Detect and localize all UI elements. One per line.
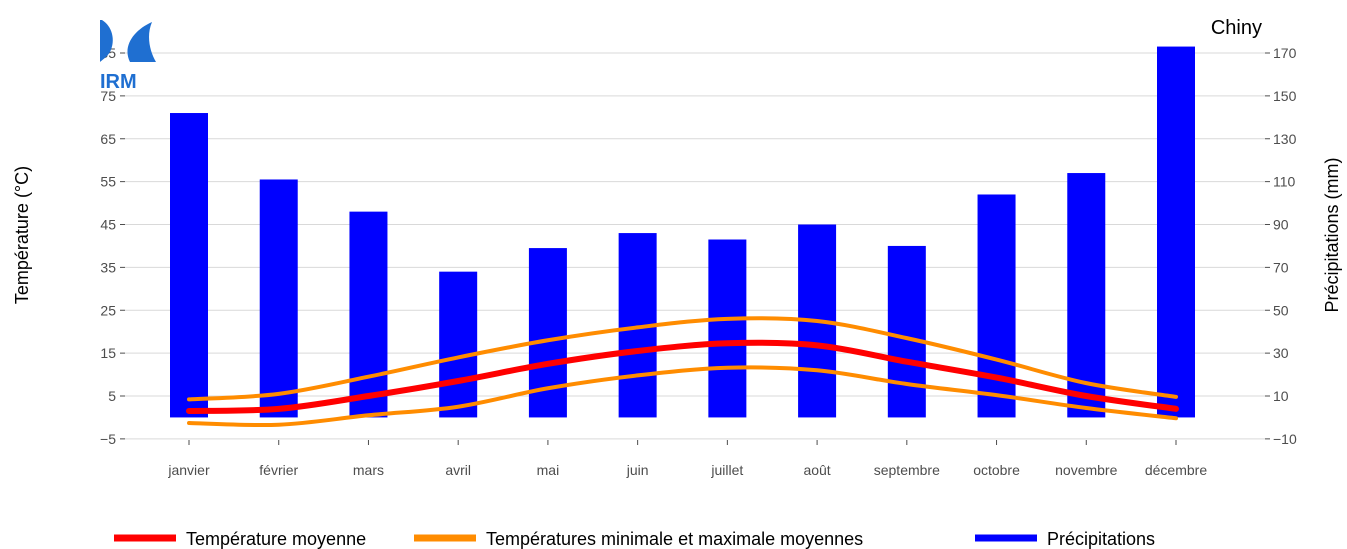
minmax-temperature-line bbox=[187, 365, 1178, 428]
left-axis-ticks: −551525354555657585 bbox=[100, 45, 125, 447]
left-tick-label: 35 bbox=[100, 259, 116, 275]
x-tick-label: février bbox=[259, 462, 298, 478]
precip-bar bbox=[708, 239, 747, 418]
right-tick-label: 90 bbox=[1273, 217, 1289, 233]
minmax-temperature-line bbox=[187, 316, 1178, 402]
left-tick-label: 15 bbox=[100, 345, 116, 361]
left-tick-label: 5 bbox=[108, 388, 116, 404]
legend-label-minmax-temp: Températures minimale et maximale moyenn… bbox=[486, 529, 863, 549]
right-axis-ticks: −10 10 30 50 70 90 110 130 150 170 bbox=[1265, 45, 1297, 447]
left-tick-label: 45 bbox=[100, 217, 116, 233]
logo-wave-right-icon bbox=[127, 22, 156, 62]
x-tick-label: juin bbox=[626, 462, 649, 478]
legend: Température moyenne Températures minimal… bbox=[114, 529, 1155, 549]
legend-label-precip: Précipitations bbox=[1047, 529, 1155, 549]
right-tick-label: 10 bbox=[1273, 388, 1289, 404]
chart-title: Chiny bbox=[1211, 17, 1262, 39]
right-tick-label: 170 bbox=[1273, 45, 1297, 61]
right-tick-label: 30 bbox=[1273, 345, 1289, 361]
logo-wave-left-icon bbox=[100, 20, 113, 62]
x-tick-label: novembre bbox=[1055, 462, 1117, 478]
precip-bar bbox=[439, 271, 478, 418]
x-tick-label: décembre bbox=[1145, 462, 1207, 478]
x-tick-label: octobre bbox=[973, 462, 1020, 478]
left-tick-label: 25 bbox=[100, 302, 116, 318]
precip-bar bbox=[259, 179, 298, 418]
left-axis-title: Température (°C) bbox=[12, 166, 32, 304]
x-tick-label: avril bbox=[445, 462, 471, 478]
x-tick-label: août bbox=[803, 462, 830, 478]
mean-temperature-line bbox=[186, 339, 1179, 415]
right-tick-label: 130 bbox=[1273, 131, 1297, 147]
right-tick-label: 110 bbox=[1273, 174, 1296, 190]
right-tick-label: −10 bbox=[1273, 431, 1297, 447]
left-tick-label: 75 bbox=[100, 88, 116, 104]
legend-label-mean-temp: Température moyenne bbox=[186, 529, 366, 549]
gridlines bbox=[125, 52, 1265, 440]
right-tick-label: 50 bbox=[1273, 302, 1289, 318]
precip-bar bbox=[1067, 173, 1106, 418]
precip-bar bbox=[170, 113, 208, 418]
precip-bar bbox=[887, 245, 926, 418]
precip-bar bbox=[977, 194, 1016, 418]
left-tick-label: 65 bbox=[100, 131, 116, 147]
x-tick-label: mai bbox=[537, 462, 560, 478]
irm-logo: IRM bbox=[100, 20, 156, 93]
x-tick-label: janvier bbox=[167, 462, 210, 478]
x-tick-label: septembre bbox=[874, 462, 940, 478]
right-tick-label: 70 bbox=[1273, 259, 1289, 275]
right-tick-label: 150 bbox=[1273, 88, 1297, 104]
precip-bar bbox=[349, 211, 388, 418]
x-axis-labels: janvier février mars avril mai juin juillet aoû… bbox=[167, 440, 1207, 478]
x-tick-label: juillet bbox=[710, 462, 743, 478]
temperature-lines bbox=[186, 316, 1179, 428]
x-tick-label: mars bbox=[353, 462, 384, 478]
left-tick-label: 55 bbox=[100, 174, 116, 190]
left-tick-label: −5 bbox=[100, 431, 116, 447]
logo-text: IRM bbox=[100, 71, 137, 93]
precipitation-bars bbox=[170, 46, 1195, 418]
precip-bar bbox=[1157, 46, 1195, 418]
right-axis-title: Précipitations (mm) bbox=[1322, 157, 1342, 312]
